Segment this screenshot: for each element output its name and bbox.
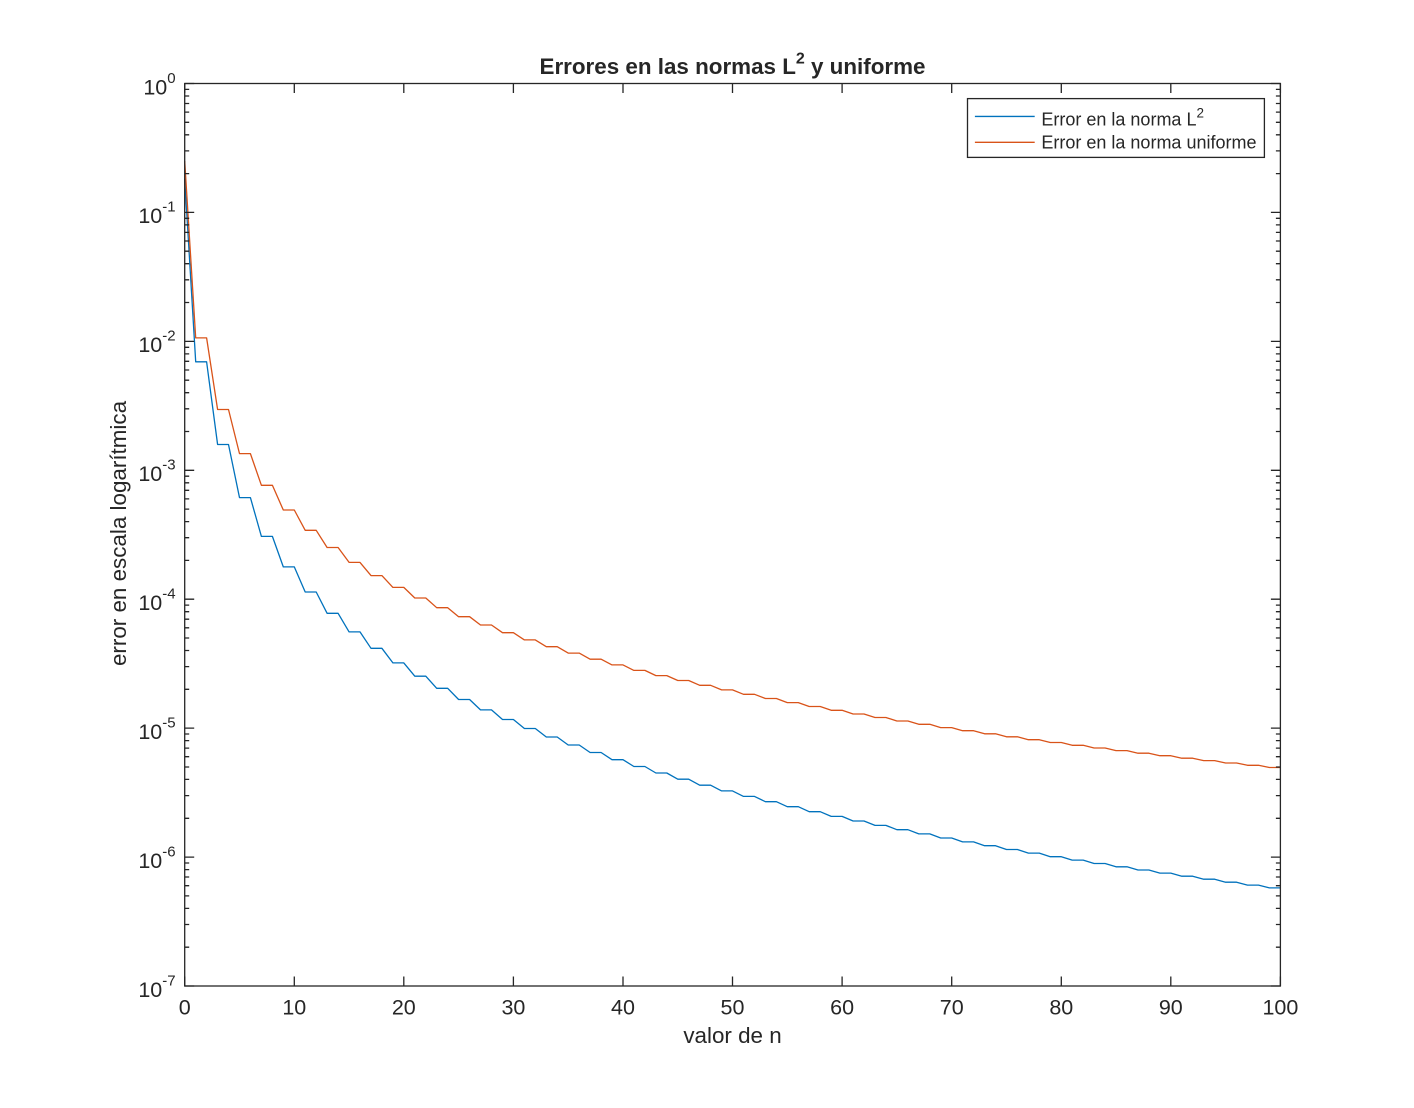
svg-text:30: 30 — [501, 996, 525, 1020]
svg-text:10: 10 — [282, 996, 306, 1020]
svg-text:error en escala logarítmica: error en escala logarítmica — [106, 400, 131, 666]
svg-text:valor de n: valor de n — [683, 1023, 781, 1048]
svg-text:Error en la norma L2: Error en la norma L2 — [1041, 106, 1204, 130]
svg-text:10-4: 10-4 — [138, 586, 175, 616]
svg-text:Error en la norma uniforme: Error en la norma uniforme — [1041, 133, 1256, 153]
svg-text:10-2: 10-2 — [138, 328, 175, 358]
svg-text:10-7: 10-7 — [138, 972, 175, 1002]
svg-text:50: 50 — [721, 996, 745, 1020]
svg-text:10-1: 10-1 — [138, 199, 175, 229]
svg-text:10-3: 10-3 — [138, 457, 175, 487]
svg-text:80: 80 — [1049, 996, 1073, 1020]
svg-text:Errores en las normas L2 y uni: Errores en las normas L2 y uniforme — [540, 50, 926, 79]
svg-text:20: 20 — [392, 996, 416, 1020]
svg-text:100: 100 — [143, 70, 175, 100]
svg-text:90: 90 — [1159, 996, 1183, 1020]
svg-text:10-6: 10-6 — [138, 843, 175, 873]
svg-text:60: 60 — [830, 996, 854, 1020]
svg-text:70: 70 — [940, 996, 964, 1020]
svg-text:40: 40 — [611, 996, 635, 1020]
svg-text:10-5: 10-5 — [138, 714, 175, 744]
svg-text:100: 100 — [1262, 996, 1298, 1020]
svg-text:0: 0 — [179, 996, 191, 1020]
